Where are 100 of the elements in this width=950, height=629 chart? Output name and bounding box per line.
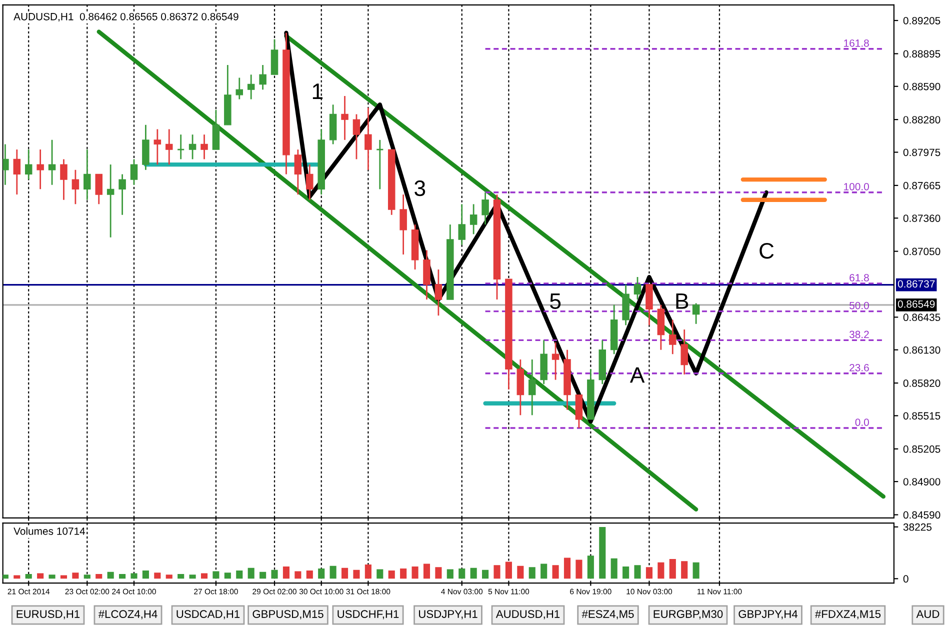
bar	[318, 568, 325, 579]
candlestick	[60, 158, 68, 201]
bar	[634, 565, 641, 579]
text: USDJPY,H1	[419, 610, 478, 620]
candlestick	[106, 164, 114, 238]
annotation: 5	[550, 293, 561, 309]
bar	[610, 558, 618, 579]
candlestick	[352, 114, 360, 160]
bar	[166, 574, 172, 579]
text: AUD	[916, 610, 940, 618]
text: EURGBP,M30	[654, 610, 723, 620]
bar	[400, 568, 407, 579]
annotation: 3	[414, 180, 426, 196]
bar	[458, 568, 466, 579]
bar	[200, 573, 208, 579]
bar	[646, 567, 652, 579]
y-tick-label: 0.86130	[903, 346, 940, 354]
bar	[658, 562, 664, 579]
candlestick	[154, 128, 162, 166]
candlestick	[130, 158, 138, 186]
series-label: 23.6	[850, 364, 869, 372]
text: AUDUSD,H1 0.86462 0.86565 0.86372 0.86549	[14, 12, 238, 22]
text: GBPJPY,H4	[738, 610, 798, 620]
y-tick-label: 38225	[903, 523, 932, 531]
bar	[482, 570, 489, 579]
bar	[37, 573, 44, 579]
candlestick	[84, 148, 91, 201]
bar	[376, 569, 384, 579]
candlestick	[48, 139, 56, 186]
y-tick-label: 0.87050	[903, 248, 940, 256]
bar	[528, 567, 536, 579]
bar	[412, 566, 418, 579]
bar	[154, 572, 161, 579]
candlestick	[2, 144, 9, 186]
candlestick	[470, 203, 478, 235]
bar	[2, 574, 8, 579]
bar	[470, 568, 477, 579]
bar	[130, 573, 138, 579]
series-label: 61.8	[850, 274, 869, 282]
y-tick-label: 0.88895	[903, 50, 940, 58]
bar	[271, 570, 278, 579]
text: USDCHF,H1	[338, 610, 399, 620]
candlestick	[95, 173, 102, 205]
bar	[353, 570, 360, 579]
candlestick	[364, 107, 372, 171]
bar	[341, 568, 348, 579]
bar	[282, 566, 290, 579]
bar	[423, 564, 430, 579]
candlestick	[166, 128, 173, 166]
bar	[25, 574, 32, 579]
text: AUDUSD,H1	[496, 610, 560, 620]
candlestick	[680, 328, 688, 376]
bar	[306, 570, 313, 579]
ref-line-label: 0.86737	[898, 280, 935, 288]
y-tick-label: 0.88280	[903, 116, 940, 124]
candlestick	[24, 148, 32, 180]
bar	[587, 556, 594, 579]
bar	[212, 571, 220, 579]
text: #LCOZ4,H4	[98, 610, 158, 620]
y-tick-label: 0.86435	[903, 314, 940, 322]
candlestick	[236, 77, 244, 100]
bar	[72, 572, 79, 579]
candlestick	[528, 358, 536, 416]
candlestick	[247, 74, 255, 100]
text: #ESZ4,M5	[582, 610, 634, 620]
candlestick	[341, 95, 348, 141]
y-tick-label: 0.84590	[903, 511, 940, 519]
bar	[248, 568, 254, 579]
candlestick	[306, 164, 314, 201]
text: #FDXZ4,M15	[815, 610, 881, 620]
bar	[189, 574, 196, 579]
bar	[178, 574, 184, 579]
annotation: B	[676, 293, 688, 309]
bar	[388, 570, 395, 579]
candlestick	[200, 134, 208, 160]
bar	[446, 569, 454, 579]
series-label: 50.0	[850, 302, 869, 310]
bar	[517, 566, 524, 579]
text: GBPUSD,M15	[252, 610, 324, 620]
candlestick	[400, 194, 407, 256]
annotation: A	[630, 367, 645, 383]
bar	[294, 571, 302, 579]
bar	[224, 572, 231, 579]
candlestick	[72, 169, 80, 205]
bar	[330, 566, 336, 579]
y-tick-label: 0.87975	[903, 148, 940, 156]
bar	[622, 566, 630, 579]
candlestick	[434, 268, 442, 316]
bar	[364, 564, 372, 579]
bar	[552, 565, 559, 579]
bar	[494, 565, 500, 579]
chart-title: Volumes 10714	[14, 527, 86, 535]
y-tick-label: 0.85515	[903, 412, 940, 420]
candlestick	[634, 276, 642, 300]
bar	[576, 560, 582, 579]
bar	[107, 572, 114, 579]
candlestick	[118, 173, 126, 216]
bar	[260, 572, 266, 579]
candlestick	[13, 148, 21, 196]
candlestick	[188, 134, 196, 160]
